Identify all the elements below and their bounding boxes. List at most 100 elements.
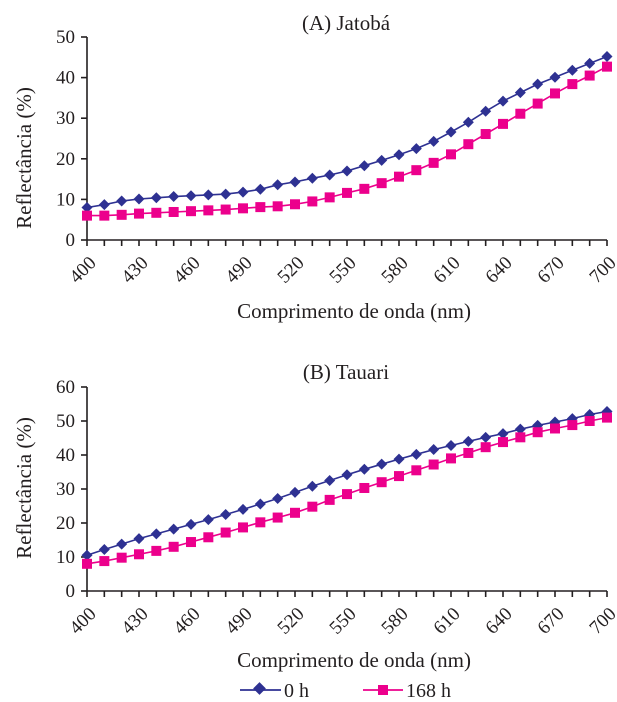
data-point-168h	[307, 196, 318, 207]
data-point-0h	[133, 193, 145, 205]
data-point-168h	[99, 210, 110, 221]
data-point-0h	[445, 439, 457, 451]
data-point-0h	[428, 135, 440, 147]
data-point-0h	[133, 533, 145, 545]
data-point-0h	[168, 191, 180, 203]
data-point-168h	[82, 210, 92, 221]
data-point-0h	[480, 105, 492, 117]
data-point-0h	[150, 528, 162, 540]
x-tick-label: 610	[430, 604, 465, 639]
data-point-168h	[168, 206, 179, 217]
data-point-0h	[306, 172, 318, 184]
data-point-168h	[255, 202, 266, 213]
y-tick-label: 10	[56, 547, 75, 568]
y-tick-label: 40	[56, 68, 75, 89]
data-point-0h	[601, 50, 613, 62]
data-point-168h	[359, 482, 370, 493]
data-point-168h	[134, 208, 144, 219]
y-tick-label: 0	[66, 581, 76, 602]
legend: 0 h 168 h	[240, 680, 451, 702]
data-point-168h	[584, 416, 595, 426]
x-tick-label: 670	[534, 253, 569, 288]
x-tick-label: 550	[326, 604, 361, 639]
data-point-168h	[602, 412, 612, 423]
data-point-0h	[185, 190, 197, 202]
data-point-168h	[532, 98, 543, 109]
data-point-0h	[272, 493, 284, 505]
y-tick-label: 20	[56, 513, 75, 534]
plot-area: 0 10 20 30 40 50 400 430 460 490 520 550 580 610 640 67…	[56, 27, 617, 288]
chart-title: (A) Jatobá	[302, 11, 391, 35]
plot-area: 0 10 20 30 40 50 60 400 430 460 490 520 550 580 610 640…	[56, 377, 617, 639]
x-tick-label: 430	[118, 253, 153, 288]
x-tick-label: 460	[170, 253, 205, 288]
data-point-0h	[98, 544, 110, 556]
data-point-168h	[290, 199, 300, 210]
data-point-0h	[324, 475, 336, 486]
data-point-0h	[289, 486, 301, 498]
data-point-0h	[254, 183, 266, 195]
data-point-168h	[99, 556, 110, 567]
x-tick-label: 550	[326, 253, 361, 288]
data-point-0h	[497, 428, 509, 440]
data-point-168h	[134, 549, 144, 560]
data-point-0h	[358, 463, 370, 475]
x-tick-label: 400	[66, 253, 101, 288]
data-point-0h	[98, 199, 110, 211]
data-point-0h	[202, 189, 214, 201]
y-axis-label: Reflectância (%)	[12, 417, 36, 559]
data-point-168h	[411, 465, 422, 476]
data-point-0h	[514, 87, 526, 99]
x-tick-label: 640	[482, 253, 517, 288]
data-point-168h	[550, 88, 560, 99]
panel-tauari: (B) Tauari Reflectância (%) Comprimento …	[12, 360, 617, 672]
data-point-0h	[566, 64, 578, 76]
data-point-168h	[272, 512, 283, 523]
data-point-168h	[428, 459, 439, 470]
data-point-0h	[358, 160, 370, 172]
data-point-168h	[602, 61, 612, 72]
data-point-0h	[306, 480, 318, 492]
data-point-168h	[186, 537, 196, 548]
x-tick-label: 520	[274, 604, 309, 639]
y-tick-label: 50	[56, 411, 75, 432]
data-point-168h	[82, 558, 92, 569]
y-tick-label: 40	[56, 445, 75, 466]
legend-square-marker	[378, 685, 388, 695]
data-point-0h	[324, 169, 336, 181]
x-tick-label: 400	[66, 604, 101, 639]
data-point-168h	[151, 545, 162, 556]
data-point-168h	[480, 129, 491, 140]
chart-title: (B) Tauari	[303, 360, 389, 384]
data-point-0h	[185, 518, 197, 530]
x-tick-label: 670	[534, 604, 569, 639]
data-point-168h	[220, 204, 231, 215]
x-tick-label: 490	[222, 253, 257, 288]
y-tick-label: 30	[56, 479, 75, 500]
data-point-0h	[202, 514, 214, 526]
data-point-0h	[150, 192, 162, 204]
x-axis-label: Comprimento de onda (nm)	[237, 648, 471, 672]
x-tick-label: 640	[482, 604, 517, 639]
data-point-168h	[324, 192, 335, 203]
data-point-168h	[376, 178, 387, 189]
data-point-168h	[307, 501, 318, 512]
data-point-168h	[532, 427, 543, 438]
data-point-168h	[550, 423, 560, 434]
data-point-168h	[116, 552, 127, 563]
x-axis-label: Comprimento de onda (nm)	[237, 299, 471, 323]
data-point-0h	[341, 469, 353, 481]
y-tick-label: 10	[56, 189, 75, 210]
data-point-168h	[463, 447, 474, 458]
data-point-168h	[359, 183, 370, 194]
data-point-168h	[480, 442, 491, 453]
x-tick-label: 700	[586, 604, 617, 639]
data-point-168h	[290, 507, 300, 518]
data-point-168h	[220, 527, 231, 538]
data-point-0h	[462, 116, 474, 128]
data-point-168h	[515, 108, 526, 119]
series-line-0h	[86, 55, 608, 209]
data-point-0h	[428, 444, 440, 456]
x-tick-label: 700	[586, 253, 617, 288]
